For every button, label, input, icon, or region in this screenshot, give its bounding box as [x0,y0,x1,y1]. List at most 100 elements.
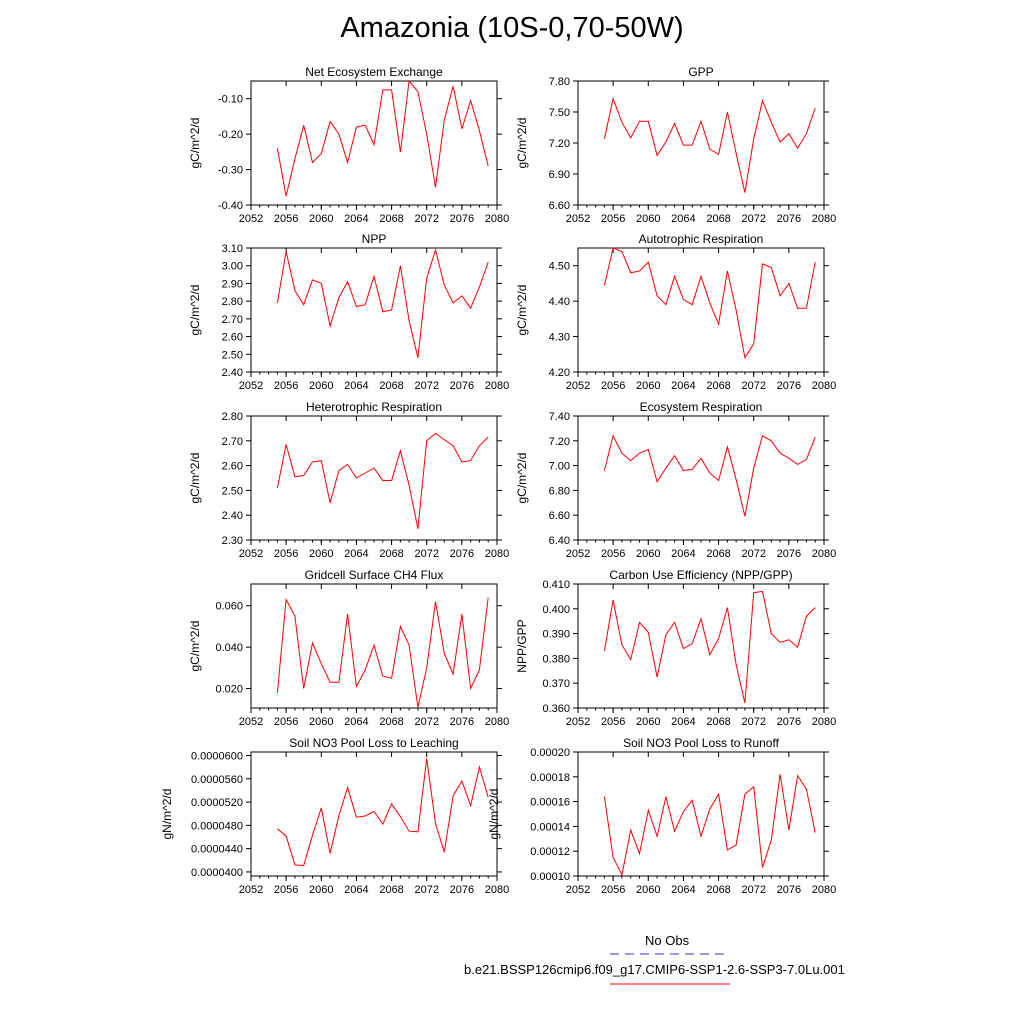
y-tick-label: 0.00018 [530,772,570,784]
series-line [603,96,816,193]
series-line [276,247,489,358]
x-tick-label: 2052 [239,884,263,896]
x-tick-label: 2068 [706,380,730,392]
x-tick-label: 2056 [274,213,298,225]
x-tick-label: 2068 [706,213,730,225]
plot-frame [577,247,825,373]
series-line [277,758,489,867]
x-tick-label: 2064 [344,548,368,560]
y-tick-label: -0.20 [218,129,243,141]
x-tick-label: 2076 [777,884,801,896]
x-tick-label: 2076 [777,213,801,225]
y-tick-label: 6.40 [549,535,570,547]
panel-3: Autotrophic Respiration 2052 2056 2060 2064 2… [515,232,836,392]
x-tick-label: 2060 [309,884,333,896]
x-tick-label: 2060 [636,716,660,728]
x-tick-label: 2060 [309,716,333,728]
y-tick-label: 2.80 [222,411,243,423]
y-tick-label: -0.30 [218,165,243,177]
x-tick-label: 2064 [344,884,368,896]
y-tick-label: 2.60 [222,461,243,473]
x-tick-label: 2072 [414,213,438,225]
y-axis-label: gC/m^2/d [515,453,529,504]
y-tick-label: 0.380 [542,653,570,665]
y-tick-label: 0.00016 [530,797,570,809]
x-tick-label: 2072 [741,716,765,728]
x-tick-label: 2068 [379,548,403,560]
panel-title: Soil NO3 Pool Loss to Runoff [623,736,780,750]
x-tick-label: 2056 [274,716,298,728]
x-tick-label: 2052 [566,884,590,896]
y-tick-label: 6.80 [549,485,570,497]
panel-title: Carbon Use Efficiency (NPP/GPP) [609,568,792,582]
legend-obs-label: No Obs [645,933,690,948]
y-tick-label: 0.00020 [530,747,570,759]
y-tick-label: 0.00012 [530,846,570,858]
panel-title: GPP [688,65,713,79]
y-tick-label: 2.40 [222,367,243,379]
y-tick-label: 2.60 [222,332,243,344]
y-tick-label: 0.370 [542,678,570,690]
series-line [276,432,489,529]
y-axis-label: gC/m^2/d [515,285,529,336]
x-tick-label: 2056 [601,380,625,392]
panel-9: Soil NO3 Pool Loss to Runoff 2052 2056 2060… [487,736,836,896]
x-tick-label: 2052 [566,548,590,560]
y-axis-label: gC/m^2/d [515,118,529,169]
x-tick-label: 2056 [274,884,298,896]
x-tick-label: 2056 [274,548,298,560]
plot-frame [577,583,825,709]
y-axis-label: gC/m^2/d [188,118,202,169]
x-tick-label: 2080 [812,380,836,392]
x-tick-label: 2072 [414,380,438,392]
panel-title: Gridcell Surface CH4 Flux [305,568,444,582]
y-tick-label: 0.060 [215,601,243,613]
panel-2: NPP 2052 2056 2060 2064 2068 2072 2076 2080 2.40 2… [188,232,509,392]
y-tick-label: 0.0000400 [191,867,243,879]
x-tick-label: 2052 [566,380,590,392]
plot-frame [250,415,498,541]
panel-title: Net Ecosystem Exchange [305,65,443,79]
y-tick-label: 2.30 [222,535,243,547]
x-tick-label: 2052 [566,716,590,728]
legend-case-label: b.e21.BSSP126cmip6.f09_g17.CMIP6-SSP1-2.… [464,962,845,977]
y-tick-label: 0.040 [215,642,243,654]
series-line [276,79,489,197]
x-tick-label: 2068 [379,716,403,728]
x-tick-label: 2064 [671,380,695,392]
panel-title: Heterotrophic Respiration [306,400,442,414]
legend-obs-line [610,953,730,955]
y-tick-label: 3.10 [222,243,243,255]
x-tick-label: 2052 [239,716,263,728]
plot-frame [577,751,825,877]
x-tick-label: 2072 [741,213,765,225]
y-tick-label: -0.40 [218,200,243,212]
x-tick-label: 2080 [485,380,509,392]
x-tick-label: 2072 [414,548,438,560]
x-tick-label: 2068 [706,884,730,896]
x-tick-label: 2068 [379,380,403,392]
y-tick-label: 4.40 [549,296,570,308]
x-tick-label: 2064 [671,548,695,560]
y-tick-label: -0.10 [218,94,243,106]
x-tick-label: 2080 [812,884,836,896]
x-tick-label: 2076 [777,716,801,728]
y-axis-label: gC/m^2/d [188,453,202,504]
y-tick-label: 7.50 [549,107,570,119]
x-tick-label: 2064 [344,380,368,392]
x-tick-label: 2060 [309,548,333,560]
y-tick-label: 7.80 [549,76,570,88]
x-tick-label: 2052 [239,548,263,560]
x-tick-label: 2064 [671,716,695,728]
panel-1: GPP 2052 2056 2060 2064 2068 2072 2076 2080 6.60 6… [515,65,836,225]
y-tick-label: 2.70 [222,436,243,448]
x-tick-label: 2072 [414,884,438,896]
x-tick-label: 2060 [636,548,660,560]
panel-4: Heterotrophic Respiration 2052 2056 2060 206… [188,400,509,560]
y-tick-label: 2.80 [222,296,243,308]
series-line [603,774,816,877]
x-tick-label: 2056 [601,213,625,225]
plot-frame [250,751,498,877]
y-tick-label: 4.30 [549,332,570,344]
